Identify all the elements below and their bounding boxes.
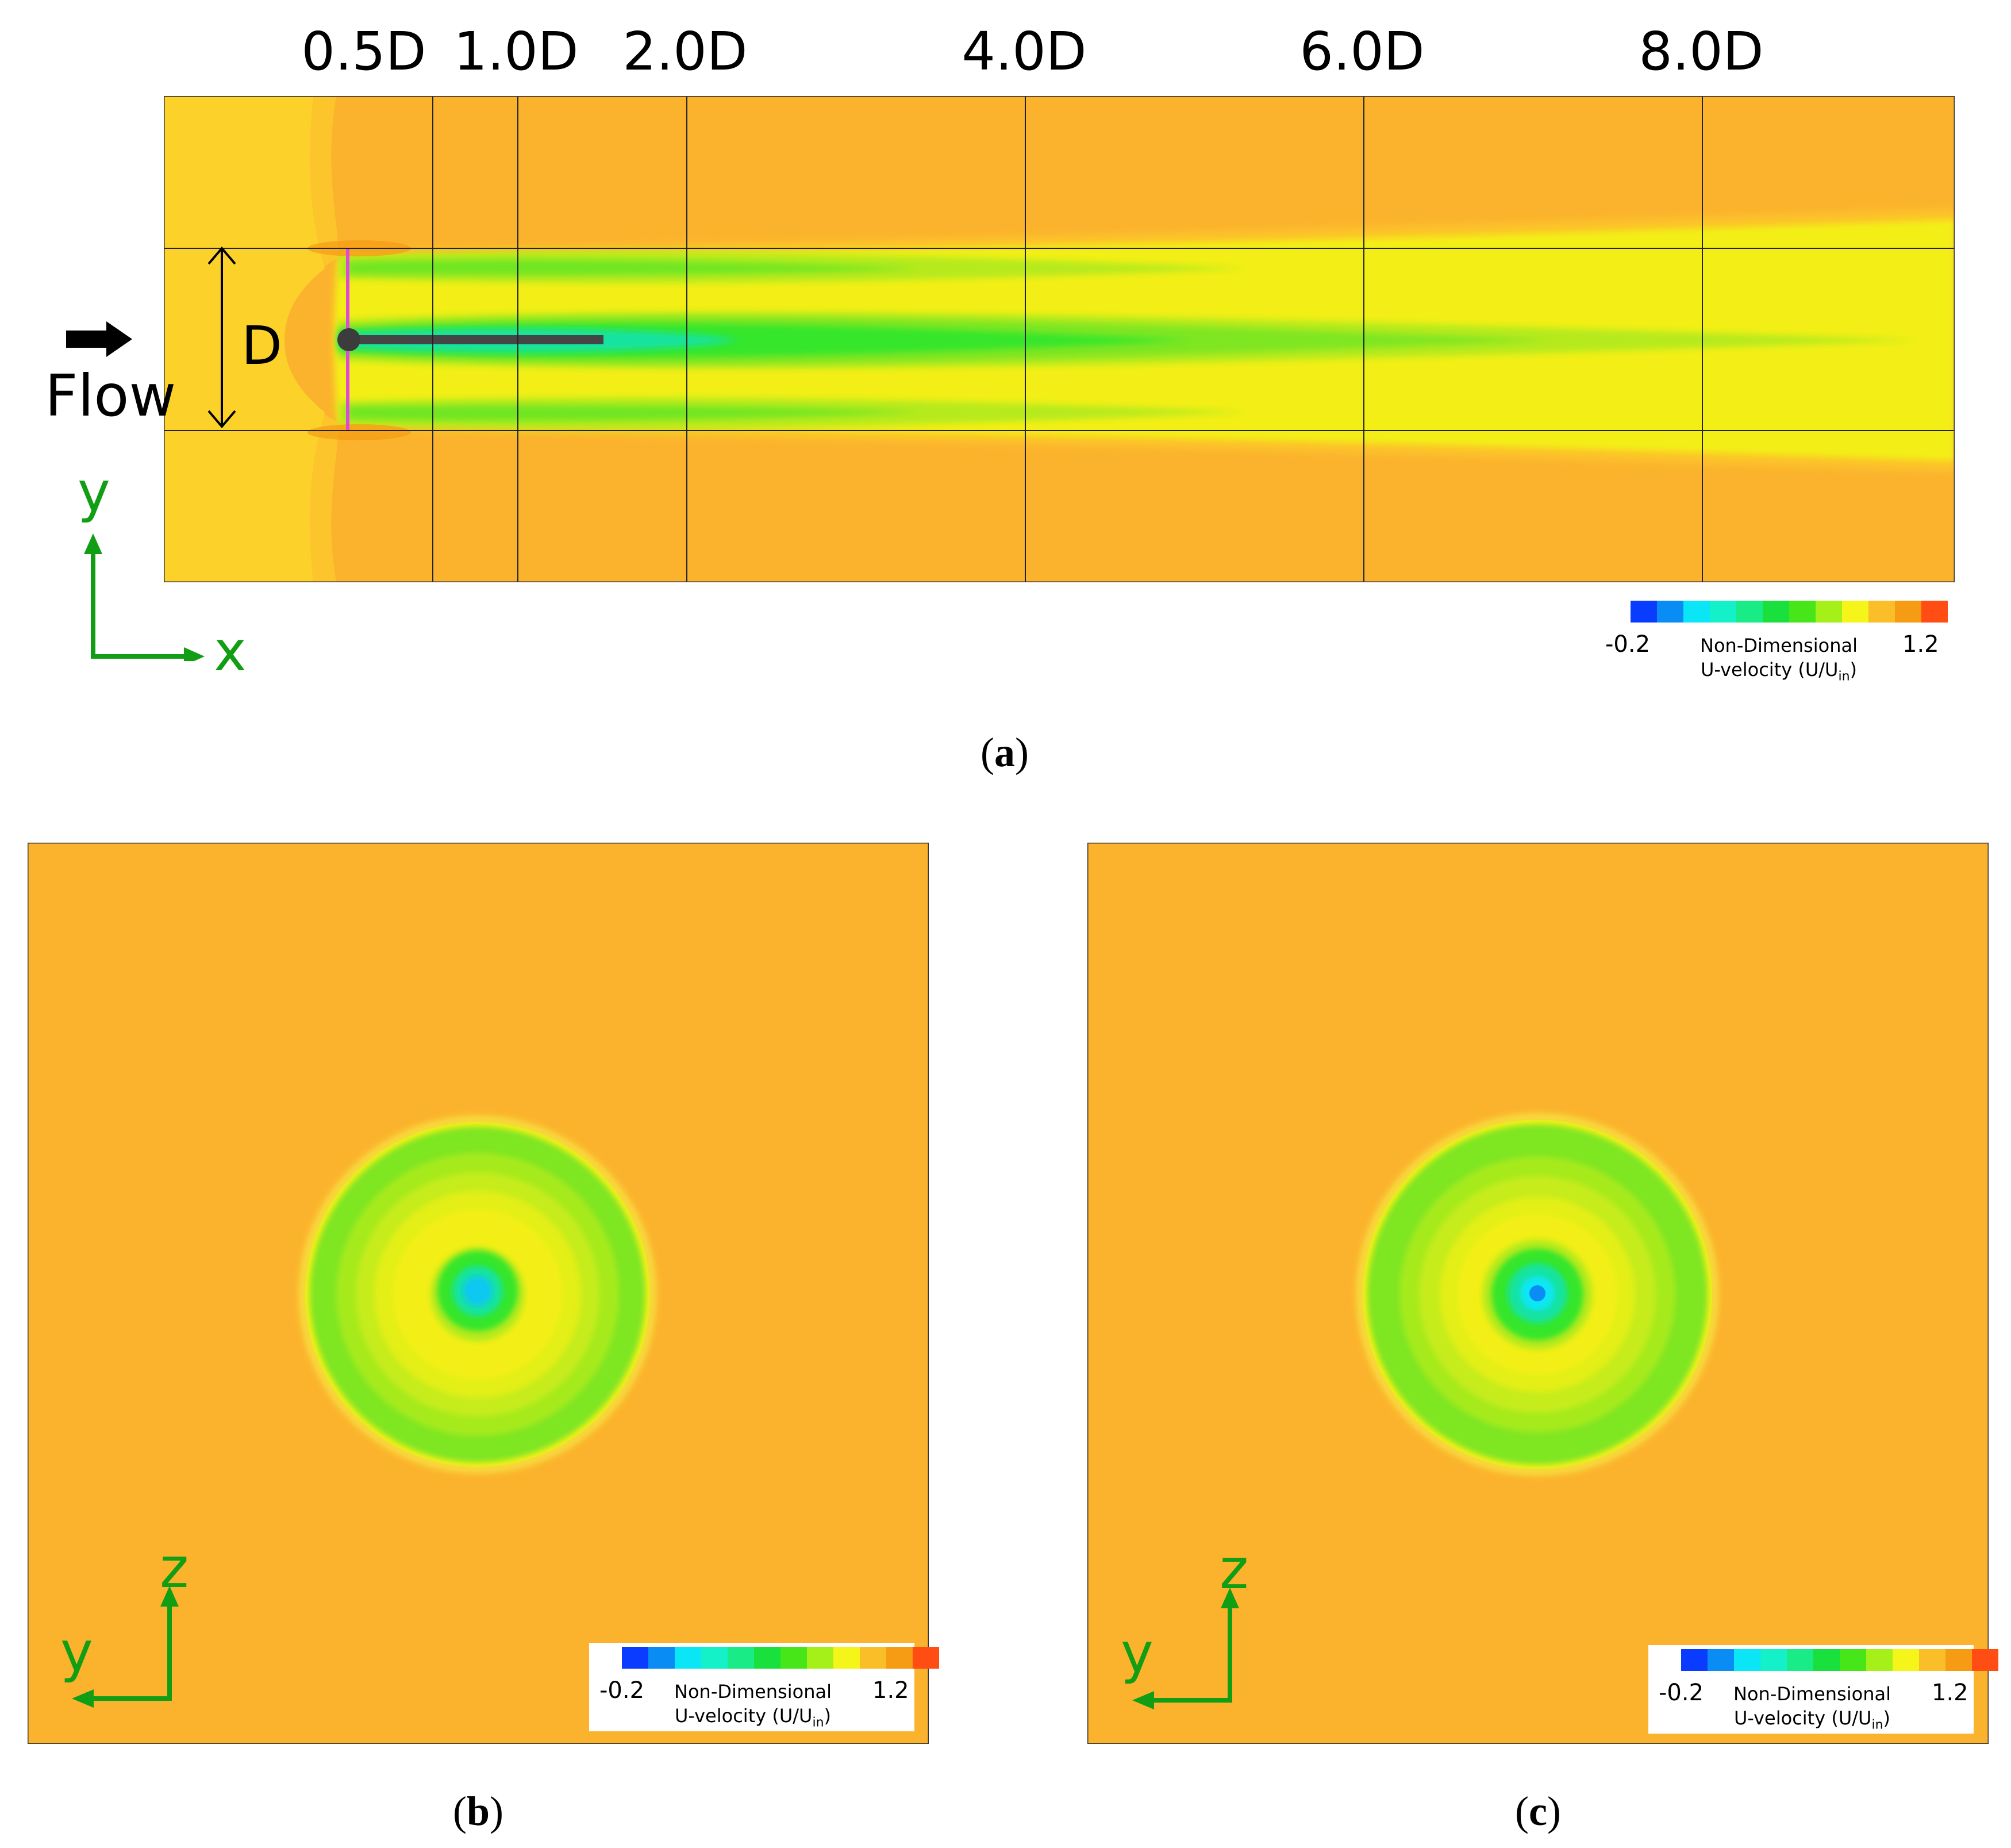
colorbar-swatch [1710, 601, 1736, 623]
colorbar [622, 1647, 939, 1669]
wake-contour-plot-yz-b [28, 843, 929, 1744]
colorbar-swatch [886, 1647, 913, 1669]
colorbar-swatch [728, 1647, 754, 1669]
station-label-2-0d: 2.0D [622, 21, 748, 82]
colorbar-swatch [1789, 601, 1816, 623]
colorbar-swatch [622, 1647, 648, 1669]
axis-label-y-b: y [60, 1620, 93, 1684]
colorbar-swatch [1945, 1649, 1972, 1671]
colorbar-legend-b: -0.2 1.2 Non-Dimensional U-velocity (U/U… [589, 1643, 939, 1731]
axis-label-z-b: z [160, 1536, 189, 1600]
colorbar-swatch [1893, 1649, 1919, 1671]
colorbar-legend-a: -0.2 1.2 Non-Dimensional U-velocity (U/U… [1598, 598, 1954, 698]
colorbar-swatch [1868, 601, 1895, 623]
colorbar-swatch [1631, 601, 1657, 623]
colorbar-max: 1.2 [872, 1677, 909, 1704]
colorbar-max: 1.2 [1902, 631, 1939, 658]
axis-label-y-c: y [1121, 1621, 1153, 1685]
station-label-4-0d: 4.0D [962, 21, 1087, 82]
colorbar-swatch [780, 1647, 807, 1669]
flow-label: Flow [45, 362, 176, 429]
colorbar-swatch [1866, 1649, 1893, 1671]
colorbar-swatch [1657, 601, 1683, 623]
nacelle-shape [351, 335, 603, 344]
axis-indicator-yz-c [1132, 1588, 1239, 1709]
colorbar [1631, 601, 1948, 623]
colorbar [1681, 1649, 1998, 1671]
colorbar-swatch [1683, 601, 1710, 623]
colorbar-swatch [860, 1647, 886, 1669]
colorbar-swatch [1734, 1649, 1760, 1671]
colorbar-swatch [1840, 1649, 1866, 1671]
colorbar-swatch [1842, 601, 1868, 623]
hub-shape [337, 328, 360, 351]
flow-arrow-icon [66, 321, 132, 357]
axis-label-x: x [214, 619, 247, 683]
colorbar-swatch [1895, 601, 1921, 623]
colorbar-swatch [833, 1647, 860, 1669]
colorbar-min: -0.2 [1659, 1680, 1704, 1706]
colorbar-swatch [1972, 1649, 1998, 1671]
wake-contour-plot-xy [164, 96, 1955, 582]
station-label-6-0d: 6.0D [1299, 21, 1425, 82]
colorbar-swatch [1921, 601, 1948, 623]
caption-b: (b) [452, 1788, 504, 1834]
colorbar-swatch [1681, 1649, 1708, 1671]
colorbar-legend-c: -0.2 1.2 Non-Dimensional U-velocity (U/U… [1648, 1645, 1998, 1734]
colorbar-swatch [1813, 1649, 1840, 1671]
colorbar-swatch [1736, 601, 1763, 623]
colorbar-swatch [648, 1647, 675, 1669]
axis-label-y: y [78, 460, 110, 524]
colorbar-max: 1.2 [1932, 1680, 1968, 1706]
colorbar-swatch [1760, 1649, 1787, 1671]
axis-indicator-yz-b [72, 1586, 179, 1708]
colorbar-swatch [701, 1647, 728, 1669]
caption-a: (a) [980, 729, 1029, 775]
colorbar-swatch [1708, 1649, 1734, 1671]
colorbar-swatch [1787, 1649, 1813, 1671]
colorbar-title: Non-Dimensional U-velocity (U/Uin) [674, 1681, 832, 1730]
axis-label-z-c: z [1220, 1537, 1249, 1601]
colorbar-swatch [913, 1647, 939, 1669]
axis-indicator-xy [84, 533, 205, 661]
diameter-label: D [241, 315, 282, 376]
wake-contour-plot-yz-c [1087, 843, 1989, 1744]
colorbar-min: -0.2 [599, 1677, 645, 1704]
station-label-0-5d: 0.5D [301, 21, 426, 82]
colorbar-title: Non-Dimensional U-velocity (U/Uin) [1700, 635, 1858, 684]
caption-c: (c) [1515, 1788, 1561, 1834]
station-label-1-0d: 1.0D [453, 21, 579, 82]
colorbar-min: -0.2 [1605, 631, 1651, 658]
colorbar-swatch [807, 1647, 833, 1669]
colorbar-swatch [675, 1647, 701, 1669]
colorbar-swatch [1763, 601, 1789, 623]
colorbar-swatch [754, 1647, 780, 1669]
colorbar-swatch [1919, 1649, 1945, 1671]
colorbar-title: Non-Dimensional U-velocity (U/Uin) [1733, 1683, 1891, 1732]
colorbar-swatch [1816, 601, 1842, 623]
station-label-8-0d: 8.0D [1639, 21, 1764, 82]
